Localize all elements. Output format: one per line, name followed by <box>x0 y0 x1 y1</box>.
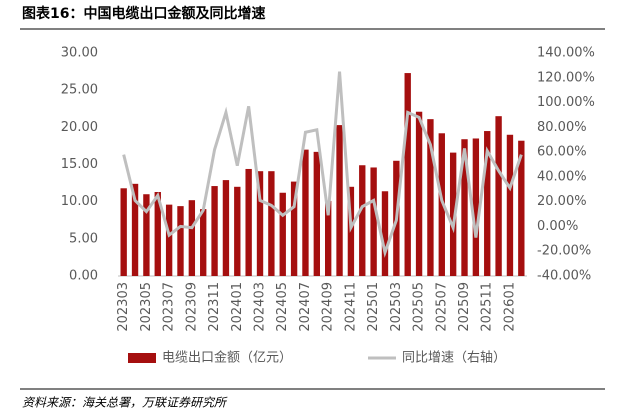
bar <box>347 186 355 276</box>
bar <box>154 192 161 276</box>
bar <box>370 167 377 276</box>
chart-title: 图表16：中国电缆出口金额及同比增速 <box>22 5 265 22</box>
x-tick-label: 202501 <box>366 282 381 332</box>
bar <box>177 206 184 276</box>
bar <box>324 200 332 276</box>
bar <box>359 165 366 276</box>
x-tick-label: 202305 <box>139 282 154 332</box>
bar <box>268 171 275 276</box>
y2-tick-label: 40.00% <box>537 169 587 184</box>
bar <box>518 140 525 276</box>
bar <box>461 139 468 276</box>
x-tick-label: 202407 <box>298 282 313 332</box>
bar <box>120 188 127 276</box>
bar <box>279 192 286 276</box>
y-tick-label: 30.00 <box>61 46 98 61</box>
bar <box>381 191 389 276</box>
y2-tick-label: 80.00% <box>537 120 587 135</box>
x-tick-label: 202307 <box>162 282 177 332</box>
x-tick-label: 202511 <box>480 282 495 332</box>
source: 资料来源：海关总署，万联证券研究所 <box>22 396 228 410</box>
bar <box>188 200 196 276</box>
bar <box>472 138 480 276</box>
legend-swatch <box>128 353 156 363</box>
bar <box>438 133 445 276</box>
y-tick-label: 20.00 <box>61 120 98 135</box>
x-tick-label: 202509 <box>457 282 472 332</box>
bar <box>313 151 321 276</box>
bar <box>222 180 230 276</box>
bar <box>484 131 491 276</box>
y-tick-label: 10.00 <box>61 194 98 209</box>
x-tick-label: 202311 <box>207 282 222 332</box>
x-tick-label: 202507 <box>434 282 449 332</box>
x-tick-label: 202403 <box>253 282 268 332</box>
y-tick-label: 25.00 <box>61 83 98 98</box>
y2-tick-label: 120.00% <box>537 70 595 85</box>
bar <box>495 116 502 276</box>
bar <box>200 209 207 276</box>
x-tick-label: 202303 <box>116 282 131 332</box>
x-tick-label: 202309 <box>184 282 199 332</box>
legend-label: 电缆出口金额（亿元） <box>162 350 292 366</box>
x-tick-label: 202401 <box>230 282 245 332</box>
y2-tick-label: 60.00% <box>537 145 587 160</box>
bar <box>165 204 173 276</box>
bar <box>449 152 457 276</box>
line <box>122 71 523 258</box>
x-tick-label: 202409 <box>321 282 336 332</box>
y-tick-label: 15.00 <box>61 157 98 172</box>
x-tick-label: 202601 <box>502 282 517 332</box>
y-tick-label: 0.00 <box>69 269 98 284</box>
y2-tick-label: 0.00% <box>537 219 578 234</box>
bar <box>211 186 218 276</box>
bar <box>256 171 264 276</box>
y2-tick-label: 140.00% <box>537 46 595 61</box>
bar <box>336 125 343 276</box>
bar <box>131 183 139 276</box>
bar <box>415 111 423 277</box>
y2-tick-label: -40.00% <box>537 269 591 284</box>
y2-tick-label: -20.00% <box>537 244 591 259</box>
y2-tick-label: 100.00% <box>537 95 595 110</box>
x-tick-label: 202405 <box>275 282 290 332</box>
legend-label: 同比增速（右轴） <box>402 351 506 366</box>
bar <box>143 194 150 276</box>
bar <box>404 73 411 276</box>
bar <box>427 119 434 276</box>
x-tick-label: 202503 <box>389 282 404 332</box>
bar <box>506 134 514 276</box>
bar <box>290 181 298 276</box>
x-tick-label: 202505 <box>412 282 427 332</box>
x-tick-label: 202411 <box>343 282 358 332</box>
y-tick-label: 5.00 <box>69 231 98 246</box>
bar <box>234 186 241 276</box>
bar <box>245 168 252 276</box>
bar <box>302 149 309 276</box>
y2-tick-label: 20.00% <box>537 194 587 209</box>
